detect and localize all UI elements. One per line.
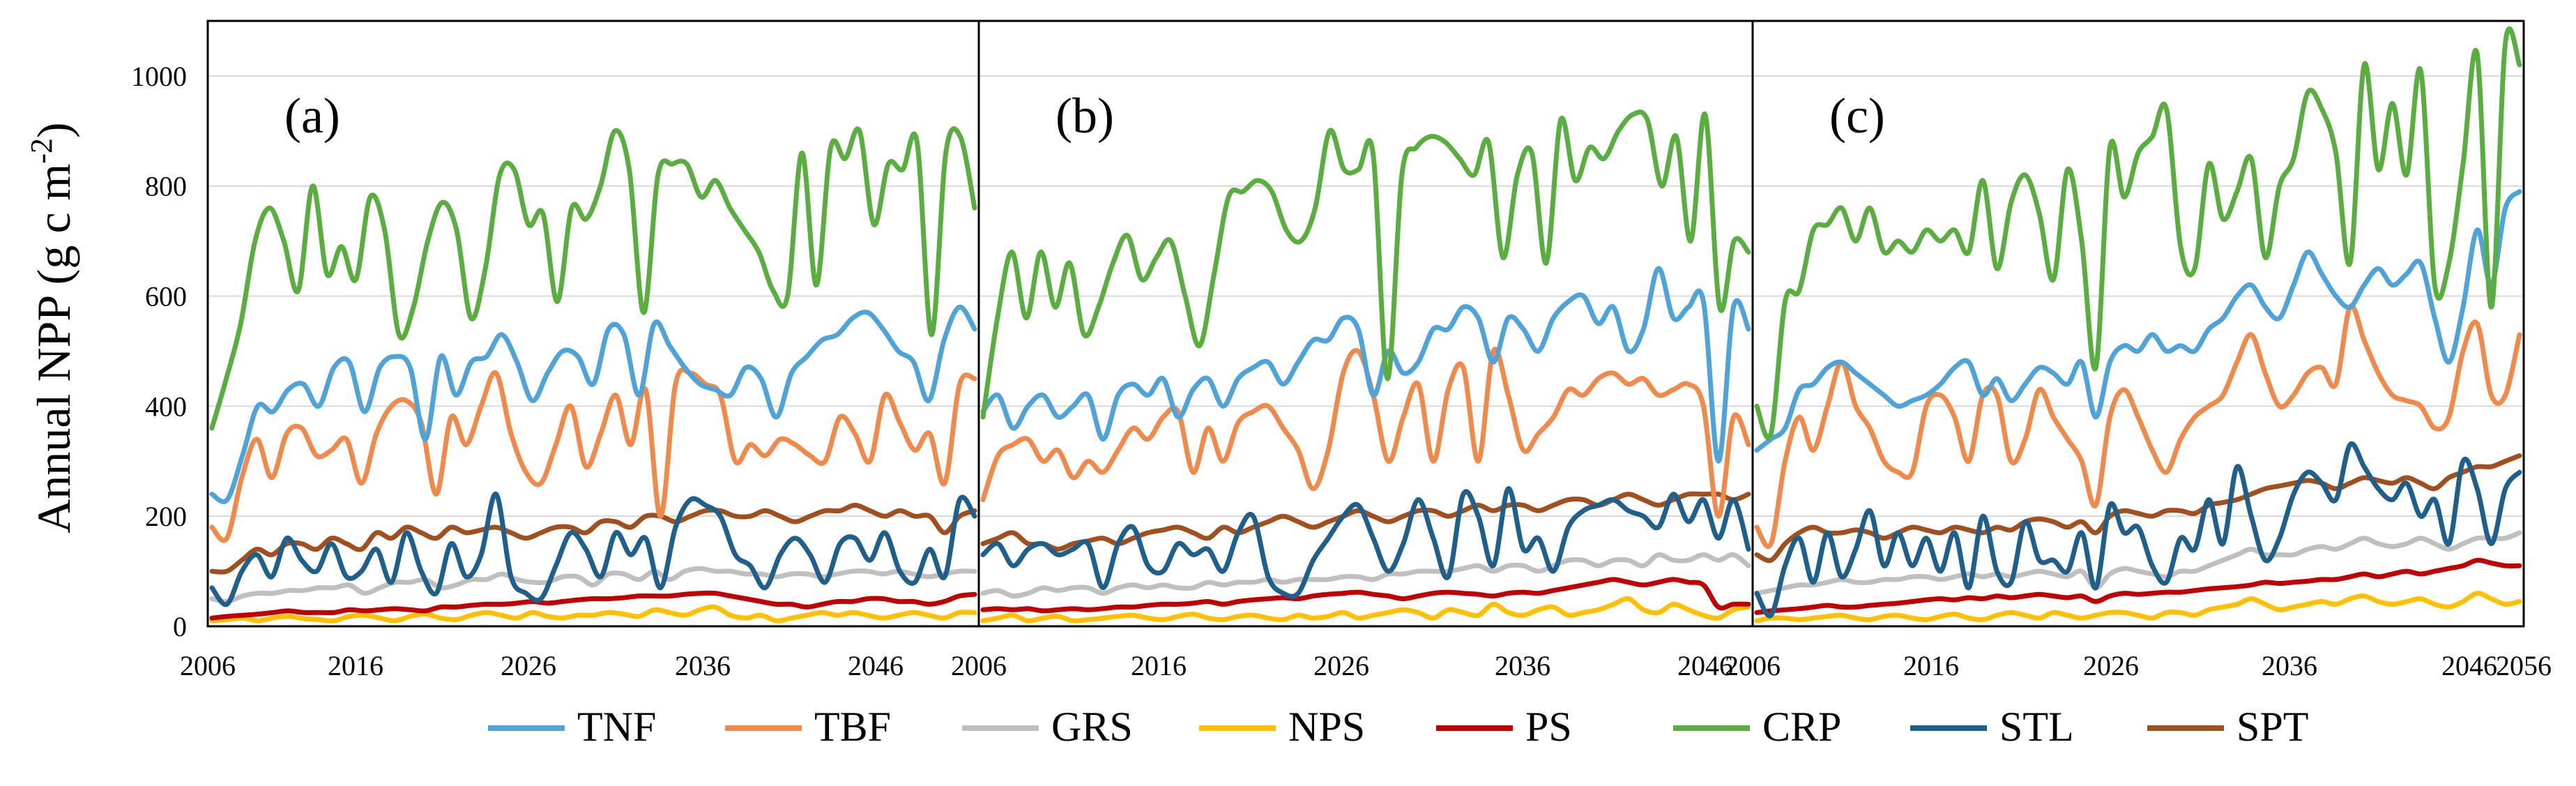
series-line-tbf-b	[980, 347, 1751, 519]
series-layer	[209, 27, 2522, 623]
x-tick-label: 2036	[2262, 650, 2317, 681]
legend-label-stl: STL	[1999, 704, 2074, 750]
y-tick-label: 0	[173, 611, 187, 642]
y-tick-label: 400	[145, 391, 187, 422]
panel-a	[209, 126, 977, 623]
panel-c	[1754, 27, 2522, 623]
y-tick-label: 1000	[131, 61, 187, 92]
series-line-tnf-b	[980, 266, 1751, 464]
series-line-spt-c	[1754, 453, 2522, 564]
legend-item-ps: PS	[1436, 704, 1572, 750]
x-tick-label: 2016	[1903, 650, 1959, 681]
legend: TNF TBF GRS NPS PS CRP STL SPT	[488, 704, 2308, 750]
legend-label-nps: NPS	[1288, 704, 1365, 750]
label-layer: (a) (b) (c)	[284, 88, 1885, 144]
y-tick-label: 200	[145, 501, 187, 532]
legend-item-crp: CRP	[1673, 704, 1841, 750]
series-line-tbf-c	[1754, 303, 2522, 549]
series-line-nps-c	[1754, 591, 2522, 623]
y-tick-label: 800	[145, 171, 187, 202]
legend-label-crp: CRP	[1762, 704, 1841, 750]
series-line-stl-a	[209, 492, 977, 607]
x-tick-label: 2006	[180, 650, 236, 681]
x-tick-label: 2026	[2083, 650, 2139, 681]
legend-item-tbf: TBF	[725, 704, 891, 750]
x-tick-label: 2046	[848, 650, 904, 681]
x-tick-label: 2016	[328, 650, 383, 681]
x-tick-label: 2016	[1131, 650, 1187, 681]
series-line-stl-b	[980, 486, 1751, 599]
series-line-tnf-c	[1754, 189, 2522, 453]
x-tick-label: 2056	[2496, 650, 2552, 681]
legend-label-ps: PS	[1525, 704, 1572, 750]
series-line-crp-a	[209, 126, 977, 431]
series-line-grs-b	[980, 552, 1751, 599]
series-line-grs-c	[1754, 530, 2522, 596]
x-tick-label: 2036	[1495, 650, 1550, 681]
series-line-ps-c	[1754, 557, 2522, 615]
legend-item-grs: GRS	[962, 704, 1133, 750]
legend-label-spt: SPT	[2236, 704, 2308, 750]
series-line-crp-c	[1754, 27, 2522, 441]
x-tick-label: 2006	[951, 650, 1007, 681]
panel-label: (b)	[1055, 88, 1114, 144]
series-line-tnf-a	[209, 304, 977, 504]
x-tick-label: 2046	[2441, 650, 2497, 681]
series-line-ps-a	[209, 590, 977, 621]
series-line-nps-a	[209, 604, 977, 623]
series-line-crp-b	[980, 109, 1751, 420]
x-tick-label: 2046	[1677, 650, 1733, 681]
series-line-stl-c	[1754, 441, 2522, 619]
panel-label: (a)	[284, 88, 340, 144]
series-line-ps-b	[980, 577, 1751, 614]
series-line-tbf-a	[209, 367, 977, 543]
legend-item-stl: STL	[1910, 704, 2074, 750]
grid-layer	[208, 75, 2524, 517]
legend-label-grs: GRS	[1051, 704, 1133, 750]
series-line-nps-b	[980, 596, 1751, 623]
series-line-grs-a	[209, 566, 977, 605]
x-tick-label: 2026	[1313, 650, 1369, 681]
panel-label: (c)	[1829, 88, 1885, 144]
x-tick-label: 2006	[1725, 650, 1781, 681]
legend-item-nps: NPS	[1199, 704, 1365, 750]
x-tick-label: 2026	[501, 650, 556, 681]
y-tick-label: 600	[145, 281, 187, 312]
panel-frame	[1751, 20, 2525, 628]
y-axis-label: Annual NPP (g c m-2)	[24, 122, 80, 533]
x-tick-label: 2036	[675, 650, 731, 681]
series-line-spt-a	[209, 502, 977, 575]
frame-layer	[206, 20, 2525, 628]
panel-b	[980, 109, 1751, 623]
legend-item-spt: SPT	[2147, 704, 2308, 750]
legend-label-tnf: TNF	[577, 704, 656, 750]
legend-label-tbf: TBF	[814, 704, 891, 750]
legend-item-tnf: TNF	[488, 704, 656, 750]
